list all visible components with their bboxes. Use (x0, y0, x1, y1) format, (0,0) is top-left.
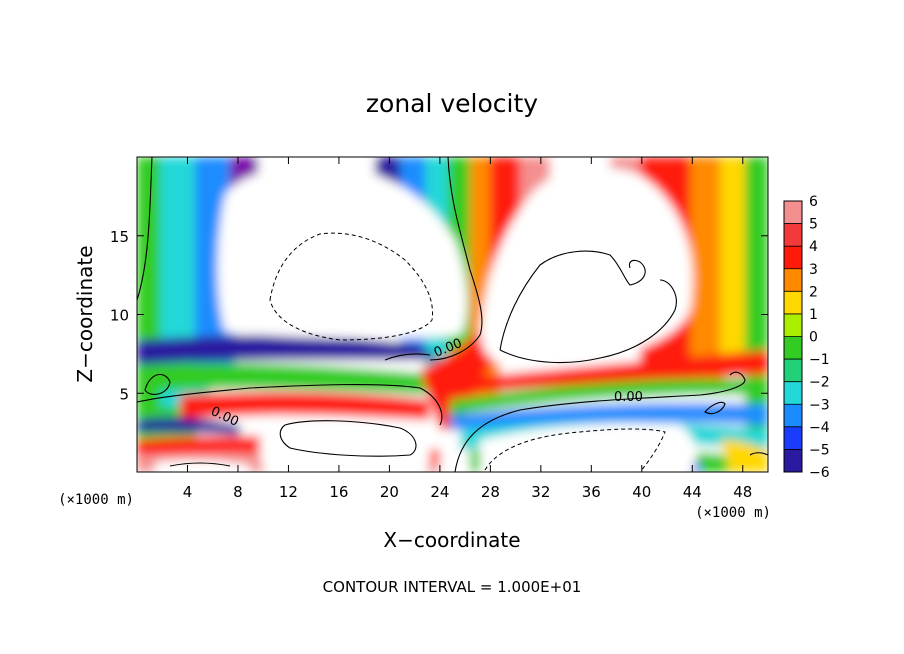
x-tick-label: 8 (233, 483, 243, 501)
x-tick-label: 36 (582, 483, 601, 501)
colorbar-label: 1 (809, 307, 818, 323)
colorbar-label: 6 (809, 194, 818, 210)
colorbar-label: 3 (809, 262, 818, 278)
x-axis-label: X−coordinate (383, 528, 520, 552)
x-tick-label: 48 (733, 483, 752, 501)
x-tick-label: 16 (329, 483, 348, 501)
colorbar: 6 5 4 3 2 1 0 −1 −2 −3 −4 −5 −6 (783, 194, 830, 481)
colorbar-label: −1 (809, 352, 830, 368)
contour-label-right: 0.00 (614, 390, 643, 405)
y-tick-label: 15 (110, 228, 129, 246)
x-tick-label: 20 (380, 483, 399, 501)
colorbar-label: −2 (809, 375, 830, 391)
y-tick-label: 5 (119, 385, 129, 403)
colorbar-swatch (784, 381, 802, 405)
colorbar-label: 5 (809, 217, 818, 233)
y-axis: 5 10 15 (110, 228, 768, 403)
x-tick-label: 40 (632, 483, 651, 501)
colorbar-swatch (784, 336, 802, 360)
colorbar-swatch (784, 426, 802, 450)
colorbar-swatch (784, 404, 802, 427)
colorbar-swatch (784, 246, 802, 269)
colorbar-label: −3 (809, 397, 830, 413)
colorbar-swatch (784, 201, 802, 224)
colorbar-swatch (784, 313, 802, 337)
x-tick-label: 44 (683, 483, 702, 501)
contour-lines (137, 157, 768, 472)
chart-title: zonal velocity (366, 89, 538, 118)
velocity-field (137, 157, 768, 472)
dashed-contours (269, 232, 666, 472)
x-tick-label: 24 (430, 483, 449, 501)
colorbar-swatch (784, 291, 802, 314)
colorbar-swatch (784, 359, 802, 382)
x-tick-label: 32 (531, 483, 550, 501)
colorbar-swatch (784, 223, 802, 247)
y-tick-label: 10 (110, 307, 129, 325)
colorbar-swatch (784, 268, 802, 292)
x-unit-right: (×1000 m) (695, 505, 771, 521)
colorbar-label: −4 (809, 420, 830, 436)
x-axis: 4 8 12 16 20 24 28 32 36 40 44 48 (183, 157, 752, 501)
x-tick-label: 28 (481, 483, 500, 501)
colorbar-swatch (784, 449, 802, 472)
colorbar-label: −6 (809, 465, 830, 481)
x-tick-label: 12 (279, 483, 298, 501)
y-axis-label: Z−coordinate (73, 245, 97, 382)
x-tick-label: 4 (183, 483, 193, 501)
colorbar-label: 0 (809, 330, 818, 346)
colorbar-label: 2 (809, 284, 818, 300)
colorbar-label: −5 (809, 442, 830, 458)
x-unit-left: (×1000 m) (58, 492, 134, 508)
colorbar-label: 4 (809, 239, 818, 255)
contour-interval-footer: CONTOUR INTERVAL = 1.000E+01 (323, 578, 582, 596)
plot-area (137, 157, 768, 472)
